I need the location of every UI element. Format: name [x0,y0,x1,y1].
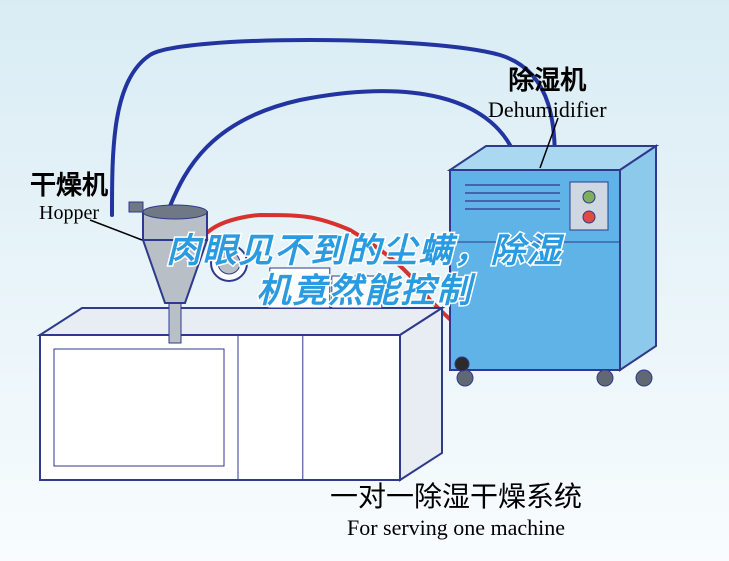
diagram-canvas: 除湿机 Dehumidifier 干燥机 Hopper 一对一除湿干燥系统 Fo… [0,0,729,561]
dehum-side [620,146,656,370]
hopper-downpipe [169,303,181,343]
dehum-button-green [583,191,595,203]
dehum-port [455,357,469,371]
extruder-front [40,335,400,480]
dehumidifier [450,146,656,386]
hopper-inlet [129,202,143,212]
caster-wheel [457,370,473,386]
extruder-top [40,308,442,335]
diagram-svg [0,0,729,561]
dehum-button-red [583,211,595,223]
caster-wheel [636,370,652,386]
hopper-lid [143,205,207,219]
extruder-cabinet [332,276,382,308]
extruder-side [400,308,442,480]
hopper-gauge-inner [218,252,240,274]
caster-wheel [597,370,613,386]
extruder-cabinet [270,268,330,308]
